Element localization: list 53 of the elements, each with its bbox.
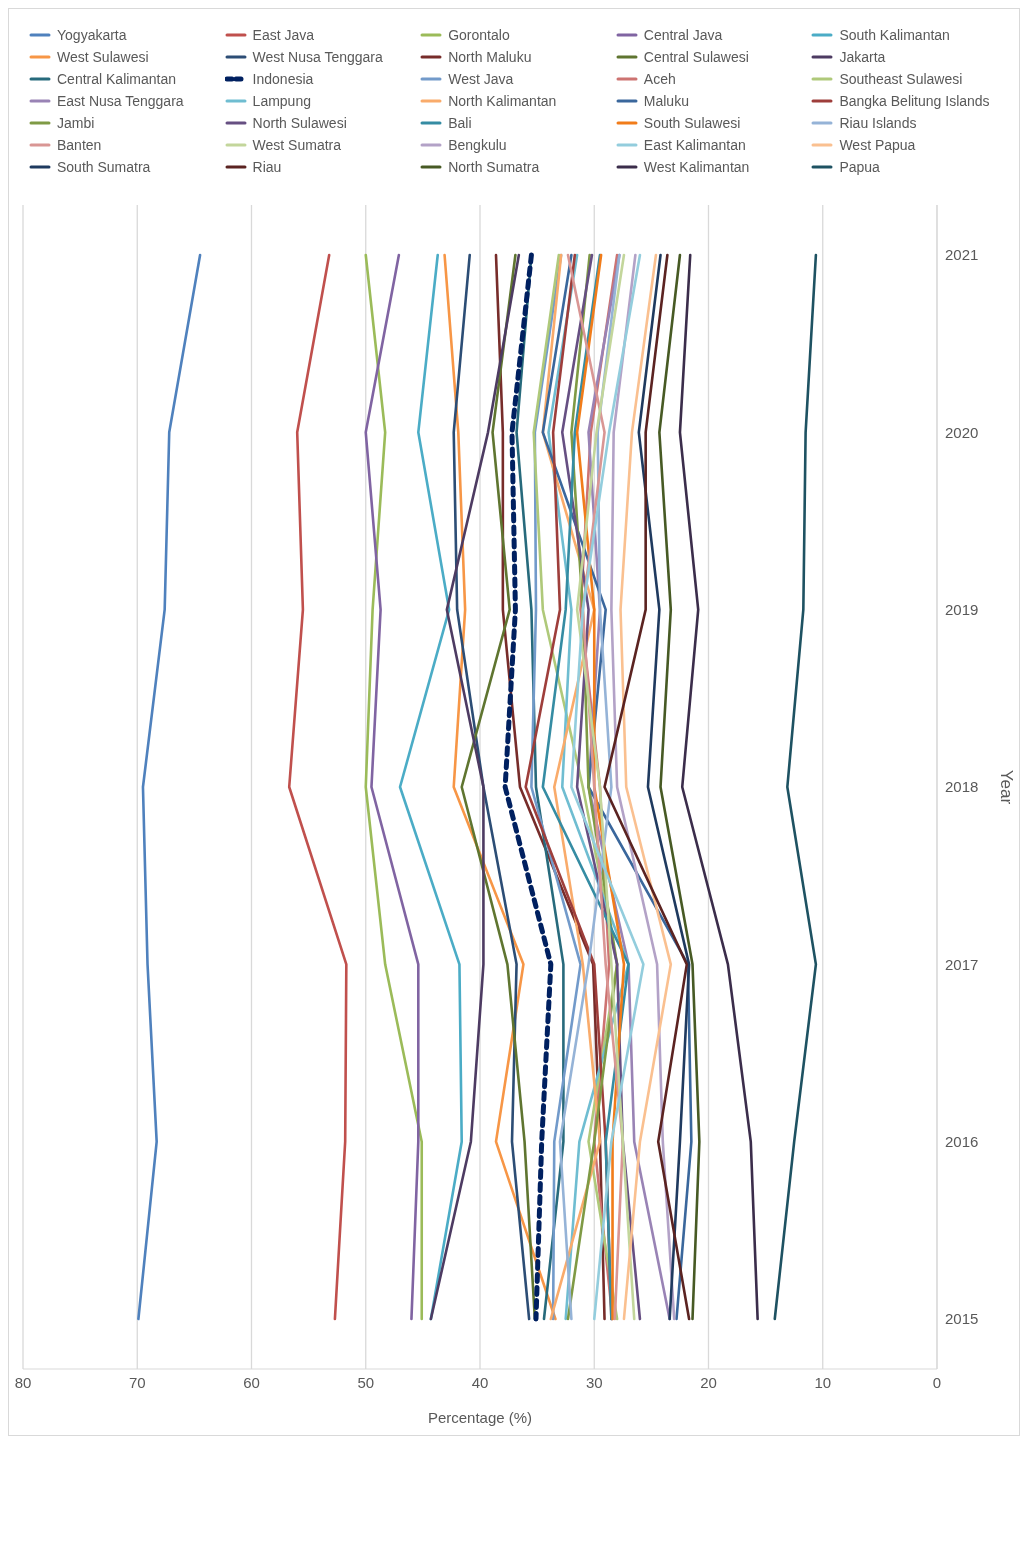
legend-label: East Kalimantan [643, 137, 746, 153]
legend-label: Southeast Sulawesi [839, 71, 963, 87]
legend-label: Central Kalimantan [57, 71, 177, 87]
legend-label: South Kalimantan [839, 27, 950, 43]
legend-label: Yogyakarta [57, 27, 127, 43]
legend-label: South Sulawesi [643, 115, 741, 131]
legend-label: Lampung [252, 93, 311, 109]
y-axis-title: Year [996, 769, 1016, 805]
legend-label: North Kalimantan [448, 93, 557, 109]
legend-label: West Nusa Tenggara [252, 49, 383, 65]
legend-label: East Java [252, 27, 315, 43]
x-tick-label: 20 [700, 1373, 717, 1391]
legend-label: Bali [448, 115, 472, 131]
y-tick-label: 2018 [945, 778, 979, 796]
legend-label: South Sumatra [57, 159, 151, 175]
legend-label: North Maluku [448, 49, 532, 65]
legend-label: West Java [448, 71, 514, 87]
legend-label: Riau [252, 159, 282, 175]
legend-label: North Sulawesi [252, 115, 347, 131]
legend-label: Maluku [643, 93, 689, 109]
legend-label: Jakarta [839, 49, 886, 65]
y-tick-label: 2020 [945, 423, 979, 441]
legend-label: Jambi [57, 115, 95, 131]
x-tick-label: 40 [471, 1373, 489, 1391]
legend-label: Gorontalo [448, 27, 510, 43]
y-tick-label: 2019 [945, 600, 979, 618]
legend-label: Indonesia [252, 71, 314, 87]
x-tick-label: 60 [243, 1373, 260, 1391]
x-tick-label: 80 [14, 1373, 32, 1391]
legend-label: Central Java [643, 27, 723, 43]
legend-label: Central Sulawesi [643, 49, 749, 65]
legend-label: Banten [57, 137, 102, 153]
y-tick-label: 2021 [945, 246, 979, 264]
legend-label: Riau Islands [839, 115, 917, 131]
legend-label: Bengkulu [448, 137, 507, 153]
legend-label: Papua [839, 159, 880, 175]
legend-label: West Sumatra [252, 137, 342, 153]
x-tick-label: 0 [932, 1373, 942, 1391]
legend-label: West Kalimantan [643, 159, 750, 175]
x-tick-label: 70 [128, 1373, 146, 1391]
legend-label: Aceh [643, 71, 676, 87]
x-axis-title: Percentage (%) [427, 1409, 533, 1426]
legend-label: North Sumatra [448, 159, 540, 175]
legend-label: Bangka Belitung Islands [839, 93, 990, 109]
y-tick-label: 2016 [945, 1132, 979, 1150]
x-tick-label: 30 [585, 1373, 603, 1391]
y-tick-label: 2015 [945, 1310, 979, 1328]
x-tick-label: 10 [814, 1373, 832, 1391]
y-tick-label: 2017 [945, 955, 979, 973]
legend-label: West Papua [839, 137, 916, 153]
x-tick-label: 50 [357, 1373, 375, 1391]
legend-label: West Sulawesi [57, 49, 149, 65]
legend-label: East Nusa Tenggara [57, 93, 184, 109]
